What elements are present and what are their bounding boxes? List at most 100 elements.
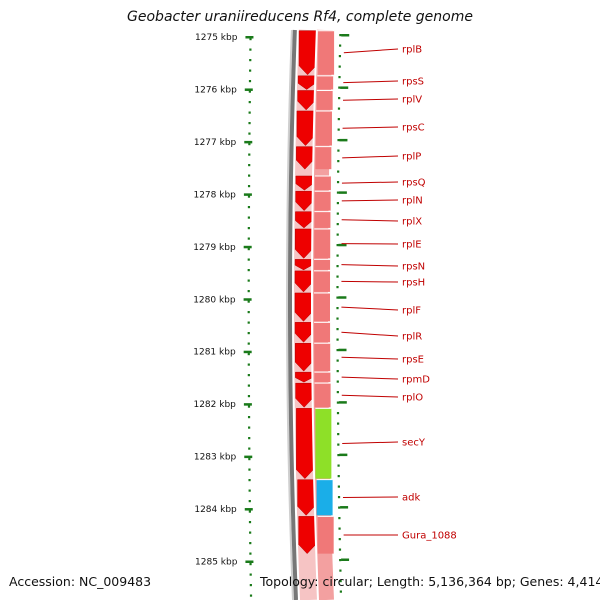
- gene-label-rplV: rplV: [402, 95, 422, 106]
- track-segment-rpsQ: [314, 175, 331, 191]
- ruler-dot: [249, 69, 252, 72]
- ruler-major-tick: [243, 245, 252, 249]
- ruler-dot: [247, 216, 250, 219]
- right-ruler-dot: [339, 590, 342, 593]
- leader-line-rpmD: [341, 376, 399, 380]
- ruler-dot: [249, 48, 252, 51]
- track-segment-rplF: [314, 292, 331, 322]
- right-ruler-dot: [337, 107, 341, 110]
- cds-forward-track: [293, 29, 318, 600]
- ruler-dot: [247, 269, 250, 272]
- ruler-dot: [248, 174, 251, 177]
- right-ruler-dot: [336, 391, 339, 394]
- leader-line-rpsN: [341, 264, 399, 267]
- gene-label-rpsE: rpsE: [402, 355, 424, 366]
- right-ruler-dot: [339, 580, 342, 583]
- ruler-major-tick: [244, 140, 253, 144]
- right-ruler-major-tick: [341, 558, 350, 561]
- right-ruler-dot: [338, 76, 341, 79]
- track-segment-rplP: [315, 146, 332, 170]
- cds-arrow-rpsC: [296, 110, 315, 146]
- ruler-tick-label: 1275 kbp: [195, 33, 238, 43]
- ruler-major-tick: [243, 350, 252, 354]
- right-ruler-dot: [336, 233, 339, 236]
- track-segment-rpsC: [315, 110, 332, 146]
- genome-title: Geobacter uraniireducens Rf4, complete g…: [127, 9, 473, 25]
- ruler-tick-label: 1284 kbp: [194, 505, 237, 515]
- ruler-tick-label: 1283 kbp: [194, 453, 237, 463]
- right-ruler-major-tick: [339, 453, 348, 457]
- cds-arrow-rpsS: [297, 75, 316, 90]
- gene-labels: rplB rpsS rplV rpsC rplP rpsQ rplN rplX rplE rpsN…: [341, 45, 457, 542]
- ruler-tick-label: 1281 kbp: [193, 348, 236, 358]
- leader-line-rplB: [343, 48, 399, 54]
- right-ruler-dot: [336, 370, 339, 373]
- right-ruler-dot: [338, 538, 341, 541]
- ruler-dot: [248, 458, 251, 461]
- leader-line-rpsC: [342, 126, 399, 129]
- backbone-line: [287, 29, 298, 600]
- ruler-dot: [249, 531, 252, 534]
- cds-arrow-rpsE: [294, 343, 313, 372]
- right-ruler-dot: [336, 296, 339, 299]
- ruler-dot: [247, 353, 250, 356]
- ruler-dot: [249, 584, 252, 587]
- right-ruler-major-tick: [338, 401, 347, 404]
- ruler-dot: [248, 101, 251, 104]
- cds-reverse-track: [310, 29, 335, 600]
- right-ruler-dot: [339, 559, 342, 562]
- right-ruler-major-tick: [340, 506, 349, 509]
- ruler-dot: [247, 185, 251, 188]
- ruler-dot: [247, 342, 250, 345]
- backbone-outline: [285, 29, 294, 600]
- ruler-dot: [248, 90, 251, 93]
- leader-line-rplN: [341, 199, 399, 202]
- ruler-dot: [247, 290, 250, 293]
- track-segment-rpsN: [314, 259, 331, 270]
- right-ruler-dot: [337, 128, 340, 131]
- cds-arrow-rplR: [294, 322, 313, 343]
- right-ruler-major-tick: [338, 296, 347, 299]
- right-ruler-dot: [338, 506, 341, 509]
- right-ruler-dot: [337, 118, 340, 121]
- ruler-dot: [248, 143, 251, 146]
- cds-arrow-rplV: [297, 90, 315, 111]
- cds-arrow-rplN: [295, 190, 313, 211]
- leader-line-rpsH: [341, 280, 399, 283]
- track-segment-secY: [315, 408, 332, 479]
- right-ruler-dot: [336, 286, 339, 289]
- right-ruler-dot: [337, 160, 340, 163]
- track-segment-rplV: [316, 90, 333, 110]
- cds-arrow-rpsQ: [295, 175, 314, 191]
- gene-label-rplR: rplR: [402, 332, 422, 343]
- track-segment-rplB: [318, 30, 335, 75]
- ruler-dot: [249, 563, 252, 566]
- right-ruler-dot: [336, 244, 339, 247]
- right-ruler-dot: [339, 569, 342, 572]
- cds-arrow-rplB: [298, 30, 317, 76]
- track-segment-rpsH: [314, 270, 331, 292]
- ruler-major-tick: [245, 36, 254, 39]
- ruler-dot: [247, 248, 250, 251]
- ruler-dot: [248, 521, 252, 524]
- track-segment-rplO: [314, 383, 331, 408]
- right-ruler-dot: [336, 380, 339, 383]
- track-segment-rplE: [314, 228, 331, 259]
- leader-line-secY: [342, 441, 399, 444]
- right-ruler-dot: [336, 338, 339, 341]
- ruler-tick-label: 1285 kbp: [195, 558, 238, 568]
- ruler-dot: [247, 395, 251, 398]
- ruler-dot: [247, 311, 250, 314]
- gene-label-rpmD: rpmD: [402, 375, 430, 386]
- gene-label-Gura_1088: Gura_1088: [402, 531, 457, 542]
- backbone-track: [285, 29, 298, 600]
- right-ruler-dot: [336, 265, 339, 268]
- leader-line-rplR: [341, 331, 399, 337]
- right-ruler-major-tick: [340, 86, 349, 89]
- right-ruler-dot: [336, 328, 339, 331]
- track-segment-rpsS: [317, 75, 334, 90]
- ruler-dot: [247, 206, 251, 209]
- ruler-dot: [247, 384, 250, 387]
- right-ruler-dot: [337, 475, 340, 478]
- gene-label-rpsQ: rpsQ: [402, 178, 426, 189]
